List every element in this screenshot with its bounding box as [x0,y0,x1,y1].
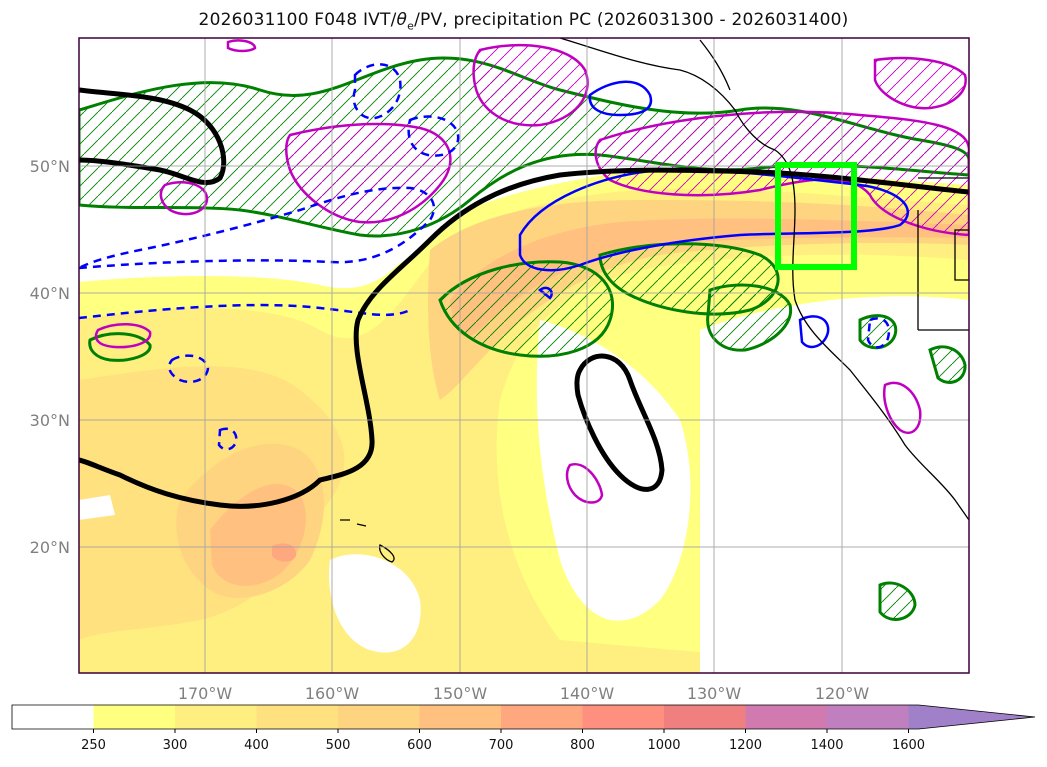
colorbar-tick-label: 250 [81,738,106,753]
colorbar-segment [827,705,909,729]
lon-label-120: 120°W [815,684,870,703]
colorbar-tick-label: 600 [407,738,432,753]
lat-label-20: 20°N [30,538,70,557]
precip-dashed-contours [79,63,891,451]
colorbar-tick-label: 1000 [647,738,680,753]
colorbar-segment [256,705,339,729]
longitude-labels: 170°W 160°W 150°W 140°W 130°W 120°W [178,684,870,703]
colorbar-tick-label: 1200 [729,738,762,753]
lon-label-170: 170°W [178,684,233,703]
colorbar-extend-arrow [908,705,1035,729]
colorbar-tick-label: 400 [244,738,269,753]
colorbar-segments [11,704,1036,730]
title-subscript: e [407,19,415,33]
colorbar-tick-label: 1400 [810,738,843,753]
lat-label-50: 50°N [30,157,70,176]
colorbar-tick-label: 500 [326,738,351,753]
map-title: 2026031100 F048 IVT/θe/PV, precipitation… [0,10,1047,32]
colorbar-segment [12,705,94,729]
map-panel [79,38,969,673]
lon-label-130: 130°W [687,684,742,703]
colorbar-tick-label: 1600 [892,738,925,753]
pv-contours [79,56,969,621]
colorbar-tick-labels: 250 300 400 500 600 700 800 1000 1200 1400 1600 [81,729,925,753]
colorbar-segment [93,705,176,729]
title-theta: θ [396,10,408,30]
map-frame [78,37,970,674]
region-box [775,162,857,270]
coastlines [340,38,969,563]
colorbar-segment [745,705,828,729]
gridlines [79,38,969,673]
magenta-outline-contours [94,39,922,504]
colorbar-segment [419,705,502,729]
lat-label-30: 30°N [30,411,70,430]
colorbar-tick-label: 800 [570,738,595,753]
colorbar-tick-label: 300 [163,738,188,753]
colorbar-segment [664,705,746,729]
colorbar-segment [338,705,420,729]
colorbar-tick-label: 700 [489,738,514,753]
colorbar-outline [11,704,1036,730]
lat-label-40: 40°N [30,284,70,303]
magenta-contours [285,44,969,237]
latitude-labels: 50°N 40°N 30°N 20°N [30,157,70,557]
title-prefix: 2026031100 F048 IVT/ [198,10,397,30]
colorbar-segment [582,705,665,729]
colorbar-segment [501,705,583,729]
lon-label-160: 160°W [305,684,360,703]
colorbar: 250 300 400 500 600 700 800 1000 1200 1400 1600 [11,704,1036,753]
lon-label-140: 140°W [560,684,615,703]
lon-label-150: 150°W [433,684,488,703]
colorbar-segment [175,705,257,729]
title-suffix: /PV, precipitation PC (2026031300 - 2026… [414,10,849,30]
